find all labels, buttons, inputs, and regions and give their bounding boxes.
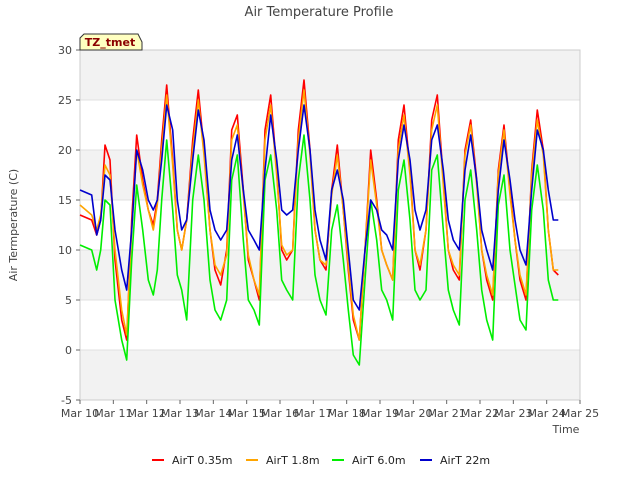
x-tick-label: Mar 25 bbox=[561, 407, 599, 420]
y-tick-label: 15 bbox=[58, 194, 72, 207]
x-tick-label: Mar 13 bbox=[161, 407, 199, 420]
y-tick-label: 0 bbox=[65, 344, 72, 357]
band bbox=[80, 50, 580, 100]
y-tick-label: -5 bbox=[61, 394, 72, 407]
site-tag-label: TZ_tmet bbox=[85, 36, 135, 49]
x-tick-label: Mar 10 bbox=[61, 407, 99, 420]
x-tick-label: Mar 21 bbox=[428, 407, 466, 420]
y-axis-ticks: -5 0 5 10 15 20 25 30 bbox=[58, 44, 80, 407]
x-tick-label: Mar 17 bbox=[294, 407, 332, 420]
site-tag-box bbox=[79, 33, 143, 51]
y-tick-label: 30 bbox=[58, 44, 72, 57]
band bbox=[80, 350, 580, 400]
x-tick-label: Mar 19 bbox=[361, 407, 399, 420]
series-lines bbox=[79, 79, 559, 366]
x-tick-label: Mar 11 bbox=[94, 407, 132, 420]
site-tag: TZ_tmet bbox=[79, 33, 143, 51]
legend-label: AirT 0.35m bbox=[172, 454, 233, 467]
legend-label: AirT 22m bbox=[440, 454, 490, 467]
legend-label: AirT 6.0m bbox=[352, 454, 406, 467]
series-line-3 bbox=[79, 104, 559, 311]
y-tick-label: 5 bbox=[65, 294, 72, 307]
x-tick-label: Mar 16 bbox=[261, 407, 299, 420]
legend: AirT 0.35m AirT 1.8m AirT 6.0m AirT 22m bbox=[152, 454, 490, 467]
x-tick-label: Mar 24 bbox=[528, 407, 566, 420]
x-tick-label: Mar 22 bbox=[461, 407, 499, 420]
legend-label: AirT 1.8m bbox=[266, 454, 320, 467]
x-tick-label: Mar 20 bbox=[394, 407, 432, 420]
series-line-2 bbox=[79, 134, 559, 366]
x-tick-label: Mar 15 bbox=[228, 407, 266, 420]
x-tick-label: Mar 12 bbox=[128, 407, 166, 420]
x-tick-label: Mar 14 bbox=[194, 407, 232, 420]
x-tick-label: Mar 18 bbox=[328, 407, 366, 420]
x-tick-label: Mar 23 bbox=[494, 407, 532, 420]
plot-area-border bbox=[79, 49, 581, 401]
y-tick-label: 25 bbox=[58, 94, 72, 107]
band bbox=[80, 300, 580, 350]
y-tick-label: 10 bbox=[58, 244, 72, 257]
chart-title: Air Temperature Profile bbox=[245, 5, 394, 20]
y-tick-label: 20 bbox=[58, 144, 72, 157]
y-axis-label: Air Termperature (C) bbox=[7, 169, 20, 281]
x-axis-label: Time bbox=[552, 423, 580, 436]
